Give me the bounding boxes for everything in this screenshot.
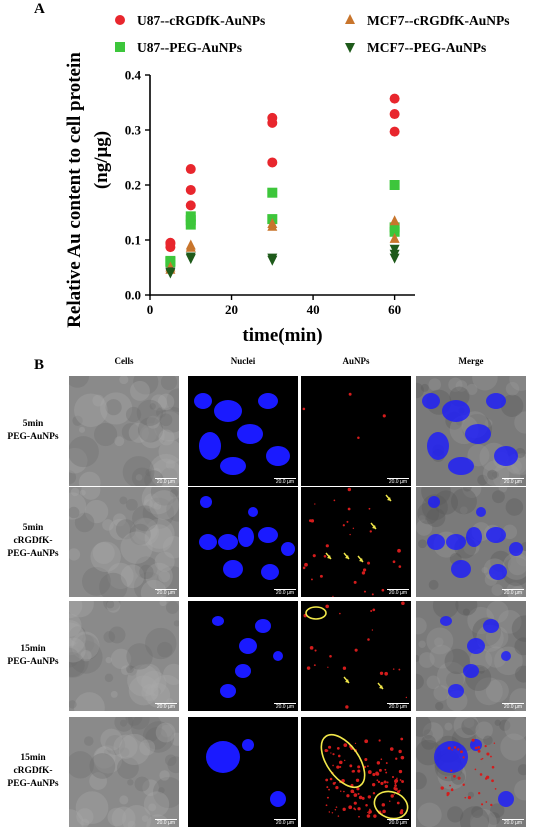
- micrograph-merge: 20.0 µm: [416, 376, 526, 486]
- column-header: Nuclei: [230, 356, 256, 366]
- row-label: 15min PEG-AuNPs: [0, 643, 68, 669]
- data-point-series-1: [267, 187, 278, 198]
- micrograph-nuclei: 20.0 µm: [188, 487, 298, 597]
- legend-label-2: MCF7--cRGDfK-AuNPs: [367, 13, 509, 28]
- panel-b-letter: B: [34, 357, 45, 373]
- legend-marker-1: [115, 42, 125, 52]
- data-point-series-2: [185, 239, 196, 250]
- column-header: Merge: [458, 356, 484, 366]
- y-axis-label-line2: (ng/μg): [91, 131, 112, 189]
- x-axis-label: time(min): [242, 325, 322, 346]
- micrograph-nuclei: 20.0 µm: [188, 601, 298, 711]
- data-point-series-3: [165, 267, 176, 278]
- legend-marker-2: [345, 14, 355, 24]
- scale-bar: 20.0 µm: [501, 819, 524, 826]
- row-label-line: PEG-AuNPs: [7, 779, 59, 789]
- microscopy-grid: Cells Nuclei AuNPs Merge 5min PEG-AuNPs 20.0 µ…: [7, 356, 548, 830]
- y-axis-label-line1: Relative Au content to cell protein: [64, 52, 85, 328]
- data-point-series-0: [185, 164, 196, 175]
- scale-bar: 20.0 µm: [154, 819, 177, 826]
- row-label: 5min cRGDfK- PEG-AuNPs: [0, 522, 68, 561]
- y-tick-label: 0.4: [125, 68, 142, 83]
- row-label-line: 15min: [20, 644, 46, 654]
- data-point-series-3: [389, 244, 400, 255]
- row-label-line: 5min: [22, 523, 44, 533]
- scale-bar: 20.0 µm: [501, 478, 524, 485]
- legend-label-0: U87--cRGDfK-AuNPs: [137, 13, 265, 28]
- data-point-series-0: [389, 126, 400, 137]
- legend-marker-3: [345, 43, 355, 53]
- data-point-series-0: [389, 109, 400, 120]
- data-point-series-3: [267, 253, 278, 264]
- micrograph-aunps: 20.0 µm: [301, 717, 411, 827]
- legend-label-3: MCF7--PEG-AuNPs: [367, 40, 486, 55]
- scale-bar: 20.0 µm: [386, 819, 409, 826]
- data-point-series-1: [389, 180, 400, 190]
- y-tick-label: 0.1: [125, 233, 141, 248]
- scatter-chart: 0.0 0.1 0.2 0.3 0.4 0 20 40 60 time(min) Relative …: [64, 13, 509, 346]
- scale-bar: 20.0 µm: [154, 589, 177, 596]
- y-tick-label: 0.3: [125, 123, 142, 138]
- row-label-line: PEG-AuNPs: [7, 657, 59, 667]
- x-tick-label: 40: [307, 302, 320, 317]
- column-header: AuNPs: [342, 356, 370, 366]
- x-tick-label: 0: [147, 302, 154, 317]
- micrograph-aunps: 20.0 µm: [301, 376, 411, 486]
- data-point-series-0: [165, 237, 176, 248]
- legend-marker-0: [115, 15, 125, 25]
- scale-bar: 20.0 µm: [273, 478, 296, 485]
- row-label-line: 15min: [20, 753, 46, 763]
- data-point-series-0: [389, 93, 400, 104]
- x-tick-label: 60: [388, 302, 401, 317]
- row-label-line: PEG-AuNPs: [7, 549, 59, 559]
- scale-bar: 20.0 µm: [154, 478, 177, 485]
- data-point-series-1: [389, 222, 400, 233]
- legend-label-1: U87--PEG-AuNPs: [137, 40, 242, 55]
- row-label-line: cRGDfK-: [13, 536, 53, 546]
- micrograph-aunps: 20.0 µm: [301, 601, 411, 711]
- panel-a-letter: A: [34, 1, 45, 17]
- data-point-series-2: [389, 232, 400, 243]
- micrograph-cells: 20.0 µm: [69, 601, 179, 711]
- row-label-line: cRGDfK-: [13, 766, 53, 776]
- scale-bar: 20.0 µm: [273, 589, 296, 596]
- x-tick-label: 20: [225, 302, 238, 317]
- scale-bar: 20.0 µm: [501, 703, 524, 710]
- scale-bar: 20.0 µm: [273, 819, 296, 826]
- data-point-series-1: [185, 211, 196, 222]
- data-point-series-0: [267, 157, 278, 168]
- y-tick-label: 0.2: [125, 178, 141, 193]
- data-point-series-2: [389, 215, 400, 226]
- scale-bar: 20.0 µm: [386, 703, 409, 710]
- data-point-series-2: [267, 218, 278, 229]
- data-point-series-1: [165, 255, 176, 266]
- micrograph-nuclei: 20.0 µm: [188, 717, 298, 827]
- row-label: 5min PEG-AuNPs: [0, 418, 68, 444]
- micrograph-cells: 20.0 µm: [69, 376, 179, 486]
- micrograph-cells: 20.0 µm: [69, 487, 179, 597]
- scale-bar: 20.0 µm: [273, 703, 296, 710]
- micrograph-cells: 20.0 µm: [69, 717, 179, 827]
- micrograph-aunps: 20.0 µm: [301, 487, 411, 597]
- micrograph-nuclei: 20.0 µm: [188, 376, 298, 486]
- row-label-line: 5min: [22, 419, 44, 429]
- scale-bar: 20.0 µm: [386, 478, 409, 485]
- row-label-line: PEG-AuNPs: [7, 432, 59, 442]
- data-point-series-0: [267, 112, 278, 123]
- micrograph-merge: 20.0 µm: [416, 717, 526, 827]
- scale-bar: 20.0 µm: [154, 703, 177, 710]
- micrograph-merge: 20.0 µm: [416, 601, 526, 711]
- micrograph-merge: 20.0 µm: [416, 487, 526, 597]
- y-tick-label: 0.0: [125, 288, 141, 303]
- data-point-series-0: [185, 184, 196, 195]
- row-label: 15min cRGDfK- PEG-AuNPs: [0, 752, 68, 791]
- scale-bar: 20.0 µm: [386, 589, 409, 596]
- data-point-series-0: [185, 200, 196, 211]
- column-header: Cells: [114, 356, 134, 366]
- scale-bar: 20.0 µm: [501, 589, 524, 596]
- data-point-series-3: [185, 252, 196, 263]
